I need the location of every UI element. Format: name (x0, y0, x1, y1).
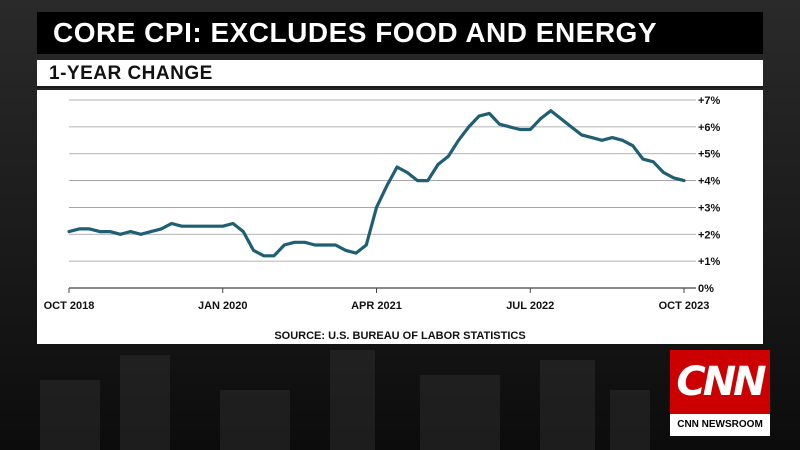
data-point (262, 254, 265, 257)
data-point (539, 118, 542, 120)
data-point (488, 112, 491, 115)
data-point (580, 134, 583, 136)
y-tick-label: +6% (698, 122, 721, 134)
data-point (170, 222, 173, 225)
x-tick-label: APR 2021 (351, 300, 402, 312)
data-point (314, 244, 316, 246)
cnn-logo: CNN CNN NEWSROOM (670, 350, 770, 436)
data-point (652, 160, 655, 163)
data-point (437, 163, 439, 166)
y-tick-label: 0% (698, 283, 714, 295)
data-point (252, 249, 255, 252)
data-point (221, 225, 224, 228)
data-point (365, 244, 368, 246)
data-point (355, 252, 357, 254)
data-point (78, 228, 81, 230)
data-point (180, 225, 183, 228)
data-point (447, 155, 450, 158)
data-point (191, 225, 193, 228)
data-point (324, 244, 327, 246)
y-tick-label: +2% (698, 229, 721, 241)
data-point (211, 225, 214, 228)
data-point (242, 230, 245, 233)
y-tick-label: +1% (698, 256, 721, 268)
data-point (232, 222, 234, 225)
data-point (662, 171, 665, 174)
y-tick-label: +3% (698, 202, 721, 214)
data-point (375, 206, 378, 209)
data-point (478, 115, 480, 117)
data-point (621, 139, 624, 142)
data-point (611, 136, 614, 139)
data-point (160, 228, 163, 230)
data-point (129, 230, 132, 233)
x-tick-label: JUL 2022 (506, 300, 554, 312)
data-point (201, 225, 204, 228)
data-point (334, 244, 337, 246)
x-tick-label: OCT 2018 (44, 300, 95, 312)
chart-subtitle: 1-YEAR CHANGE (37, 60, 763, 88)
data-point (150, 230, 152, 233)
data-point (498, 123, 501, 125)
data-point (560, 118, 562, 120)
data-point (457, 139, 460, 142)
x-tick-label: OCT 2023 (659, 300, 710, 312)
data-point (344, 249, 347, 252)
chart-title: CORE CPI: EXCLUDES FOOD AND ENERGY (37, 12, 763, 54)
data-point (88, 228, 91, 230)
data-point (467, 126, 470, 128)
data-point (508, 126, 511, 128)
data-point (119, 233, 122, 236)
data-point (283, 244, 286, 246)
y-tick-label: +7% (698, 95, 721, 107)
data-point (590, 136, 593, 139)
data-point (396, 166, 398, 168)
data-point (68, 230, 70, 233)
y-tick-label: +4% (698, 176, 721, 188)
data-point (139, 233, 142, 236)
data-point (631, 144, 634, 147)
data-point (519, 128, 521, 131)
data-point (273, 254, 275, 257)
data-point (98, 230, 101, 233)
data-point (406, 171, 409, 174)
data-point (109, 230, 111, 233)
source-note: SOURCE: U.S. BUREAU OF LABOR STATISTICS (274, 330, 526, 342)
show-label: CNN NEWSROOM (670, 414, 770, 436)
data-point (416, 179, 419, 182)
data-point (293, 241, 296, 244)
data-point (529, 128, 532, 131)
data-point (385, 185, 388, 187)
data-point (549, 109, 552, 112)
data-point (683, 179, 685, 182)
y-tick-label: +5% (698, 149, 721, 161)
data-point (601, 139, 603, 142)
data-point (642, 158, 644, 160)
x-tick-label: JAN 2020 (198, 300, 248, 312)
line-chart: 0% +1% +2% +3% +4% +5% +6% +7% OCT 2018 JAN 2020 A… (44, 95, 721, 312)
data-point (426, 179, 429, 182)
data-point (672, 177, 675, 179)
cnn-logo-mark: CNN (670, 350, 770, 414)
data-point (570, 126, 573, 128)
data-point (303, 241, 306, 244)
chart-panel: 0% +1% +2% +3% +4% +5% +6% +7% OCT 2018 JAN 2020 A… (37, 90, 763, 344)
